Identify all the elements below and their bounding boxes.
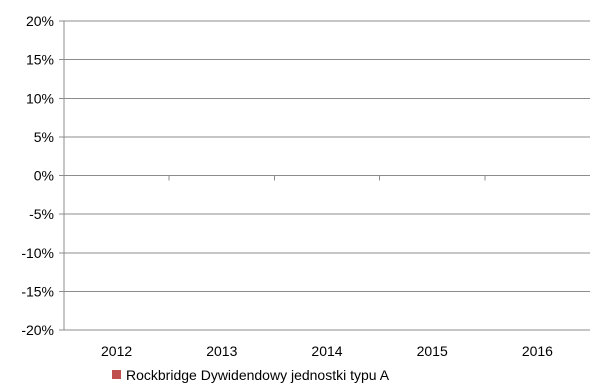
y-tick-label: 10% — [26, 90, 54, 106]
y-tick-label: -15% — [21, 283, 54, 299]
y-tick-label: -5% — [29, 206, 54, 222]
legend: Rockbridge Dywidendowy jednostki typu A — [112, 367, 390, 383]
y-tick-label: 15% — [26, 52, 54, 68]
x-tick-labels: 2012 2013 2014 2015 2016 — [101, 343, 553, 359]
x-tick-label: 2012 — [101, 343, 132, 359]
y-tick-label: -20% — [21, 322, 54, 338]
gridlines — [64, 20, 590, 331]
y-tick-label: 20% — [26, 13, 54, 29]
legend-label: Rockbridge Dywidendowy jednostki typu A — [126, 367, 390, 383]
axes — [59, 20, 486, 331]
x-tick-label: 2016 — [522, 343, 553, 359]
y-tick-label: 5% — [34, 129, 54, 145]
x-tick-label: 2013 — [206, 343, 237, 359]
x-tick-label: 2015 — [417, 343, 448, 359]
y-tick-labels: 20% 15% 10% 5% 0% -5% -10% -15% -20% — [21, 13, 54, 338]
x-tick-label: 2014 — [311, 343, 342, 359]
y-tick-label: -10% — [21, 245, 54, 261]
legend-swatch — [112, 370, 121, 379]
y-tick-label: 0% — [34, 168, 54, 184]
